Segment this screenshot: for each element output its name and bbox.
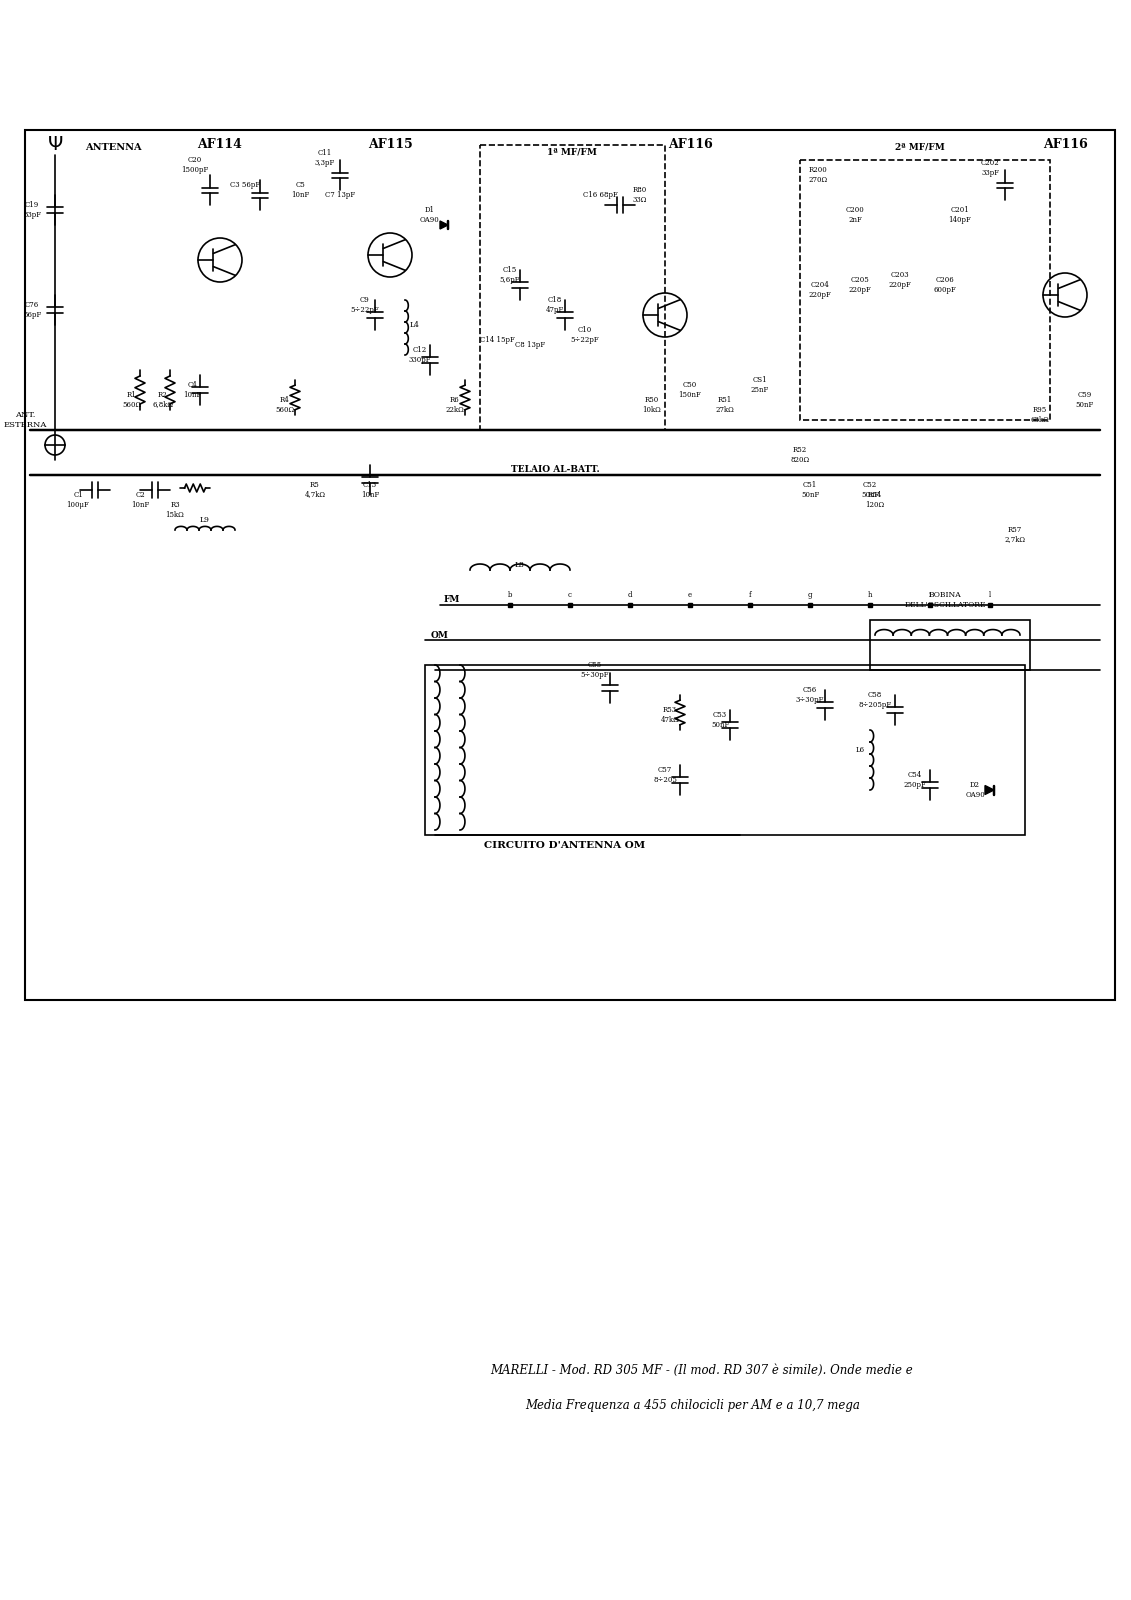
Text: R51
27kΩ: R51 27kΩ — [716, 397, 734, 413]
Text: L6: L6 — [855, 746, 864, 754]
Text: R3
15kΩ: R3 15kΩ — [165, 501, 184, 518]
Text: L9: L9 — [200, 515, 210, 525]
Text: D2
OA90: D2 OA90 — [965, 781, 985, 798]
Text: l: l — [988, 590, 991, 598]
Text: C3 56pF: C3 56pF — [230, 181, 260, 189]
Text: 1ª MF/FM: 1ª MF/FM — [547, 147, 597, 157]
Text: R52
820Ω: R52 820Ω — [791, 446, 810, 464]
Text: AF116: AF116 — [667, 139, 713, 152]
Text: C20
1500pF: C20 1500pF — [181, 157, 208, 173]
Bar — [800, 160, 1050, 419]
Text: R1
560Ω: R1 560Ω — [122, 392, 141, 408]
Text: C51
50nF: C51 50nF — [801, 482, 819, 499]
Bar — [450, 466, 670, 485]
Text: C15
5,6pF: C15 5,6pF — [500, 267, 520, 283]
Text: C8 13pF: C8 13pF — [515, 341, 545, 349]
Text: MARELLI - Mod. RD 305 MF - (Il mod. RD 307 è simile). Onde medie e: MARELLI - Mod. RD 305 MF - (Il mod. RD 3… — [490, 1363, 913, 1376]
Text: ANT.
ESTERNA: ANT. ESTERNA — [3, 411, 46, 429]
Text: C7 13pF: C7 13pF — [325, 190, 355, 198]
Text: C201
140pF: C201 140pF — [949, 206, 972, 224]
Text: C56
3÷30pF: C56 3÷30pF — [796, 686, 824, 704]
Bar — [480, 146, 665, 430]
Text: C205
220pF: C205 220pF — [848, 277, 871, 293]
Bar — [25, 130, 1115, 1000]
Text: e: e — [688, 590, 692, 598]
Text: BOBINA
DELL'OSCILLATORE: BOBINA DELL'OSCILLATORE — [905, 592, 986, 608]
Text: C14 15pF: C14 15pF — [480, 336, 515, 344]
Text: C53
50nF: C53 50nF — [711, 712, 729, 728]
Text: L4: L4 — [411, 322, 420, 330]
Text: AF116: AF116 — [1043, 139, 1087, 152]
Text: C1
100μF: C1 100μF — [67, 491, 89, 509]
Text: C52
50nF: C52 50nF — [861, 482, 879, 499]
Text: OM: OM — [431, 630, 449, 640]
Text: C5
10nF: C5 10nF — [291, 181, 309, 198]
Text: R50
10kΩ: R50 10kΩ — [642, 397, 662, 413]
Text: C4
10nF: C4 10nF — [183, 381, 201, 398]
Text: C18
47pF: C18 47pF — [546, 296, 564, 314]
Text: R53
47kΩ: R53 47kΩ — [661, 707, 680, 723]
Text: R80
33Ω: R80 33Ω — [633, 187, 647, 203]
Text: C59
50nF: C59 50nF — [1076, 392, 1094, 408]
Text: C206
600pF: C206 600pF — [933, 277, 957, 293]
Text: 2ª MF/FM: 2ª MF/FM — [895, 142, 944, 152]
Text: C202
33pF: C202 33pF — [981, 160, 1000, 176]
Text: b: b — [508, 590, 512, 598]
Text: C203
220pF: C203 220pF — [889, 272, 912, 288]
Text: R54
120Ω: R54 120Ω — [865, 491, 884, 509]
Text: R5
4,7kΩ: R5 4,7kΩ — [304, 482, 326, 499]
Text: D1
OA90: D1 OA90 — [420, 206, 440, 224]
Text: h: h — [867, 590, 872, 598]
Text: R200
270Ω: R200 270Ω — [809, 166, 828, 184]
Text: C16 68pF: C16 68pF — [582, 190, 618, 198]
Text: AF114: AF114 — [198, 139, 242, 152]
Text: g: g — [808, 590, 812, 598]
Text: R57
2,7kΩ: R57 2,7kΩ — [1004, 526, 1026, 544]
Text: R4
560Ω: R4 560Ω — [276, 397, 294, 413]
Text: C58
8÷205pF: C58 8÷205pF — [858, 691, 891, 709]
Text: C54
250pF: C54 250pF — [904, 771, 926, 789]
Polygon shape — [440, 221, 448, 229]
Text: L8: L8 — [515, 562, 525, 570]
Text: C2
10nF: C2 10nF — [131, 491, 149, 509]
Text: C76
56pF: C76 56pF — [23, 301, 41, 318]
Polygon shape — [985, 786, 994, 795]
Bar — [425, 666, 1025, 835]
Text: f: f — [749, 590, 751, 598]
Text: R6
22kΩ: R6 22kΩ — [446, 397, 465, 413]
Bar — [870, 619, 1030, 670]
Text: C50
150nF: C50 150nF — [679, 381, 701, 398]
Text: CIRCUITO D'ANTENNA OM: CIRCUITO D'ANTENNA OM — [484, 840, 646, 850]
Text: FM: FM — [443, 595, 460, 605]
Text: C9
5÷22pF: C9 5÷22pF — [351, 296, 379, 314]
Text: C55
5÷30pF: C55 5÷30pF — [580, 661, 610, 678]
Text: AF115: AF115 — [368, 139, 413, 152]
Text: C13
10nF: C13 10nF — [361, 482, 379, 499]
Text: Media Frequenza a 455 chilocicli per AM e a 10,7 mega: Media Frequenza a 455 chilocicli per AM … — [525, 1398, 860, 1411]
Text: C57
8÷205: C57 8÷205 — [653, 766, 677, 784]
Text: R95
68kΩ: R95 68kΩ — [1030, 406, 1050, 424]
Text: C200
2nF: C200 2nF — [846, 206, 864, 224]
Text: C19
33pF: C19 33pF — [23, 202, 41, 219]
Text: R2
6,8kΩ: R2 6,8kΩ — [153, 392, 173, 408]
Text: C204
220pF: C204 220pF — [809, 282, 831, 299]
Text: C12
330pF: C12 330pF — [408, 347, 431, 363]
Text: ANTENNA: ANTENNA — [85, 144, 141, 152]
Text: d: d — [628, 590, 632, 598]
Text: i: i — [929, 590, 931, 598]
Text: TELAIO AL-BATT.: TELAIO AL-BATT. — [510, 466, 599, 475]
Text: $\Psi$: $\Psi$ — [46, 136, 63, 155]
Text: CS1
25nF: CS1 25nF — [751, 376, 769, 394]
Text: C11
3,3pF: C11 3,3pF — [314, 149, 335, 166]
Text: C10
5÷22pF: C10 5÷22pF — [571, 326, 599, 344]
Text: c: c — [568, 590, 572, 598]
